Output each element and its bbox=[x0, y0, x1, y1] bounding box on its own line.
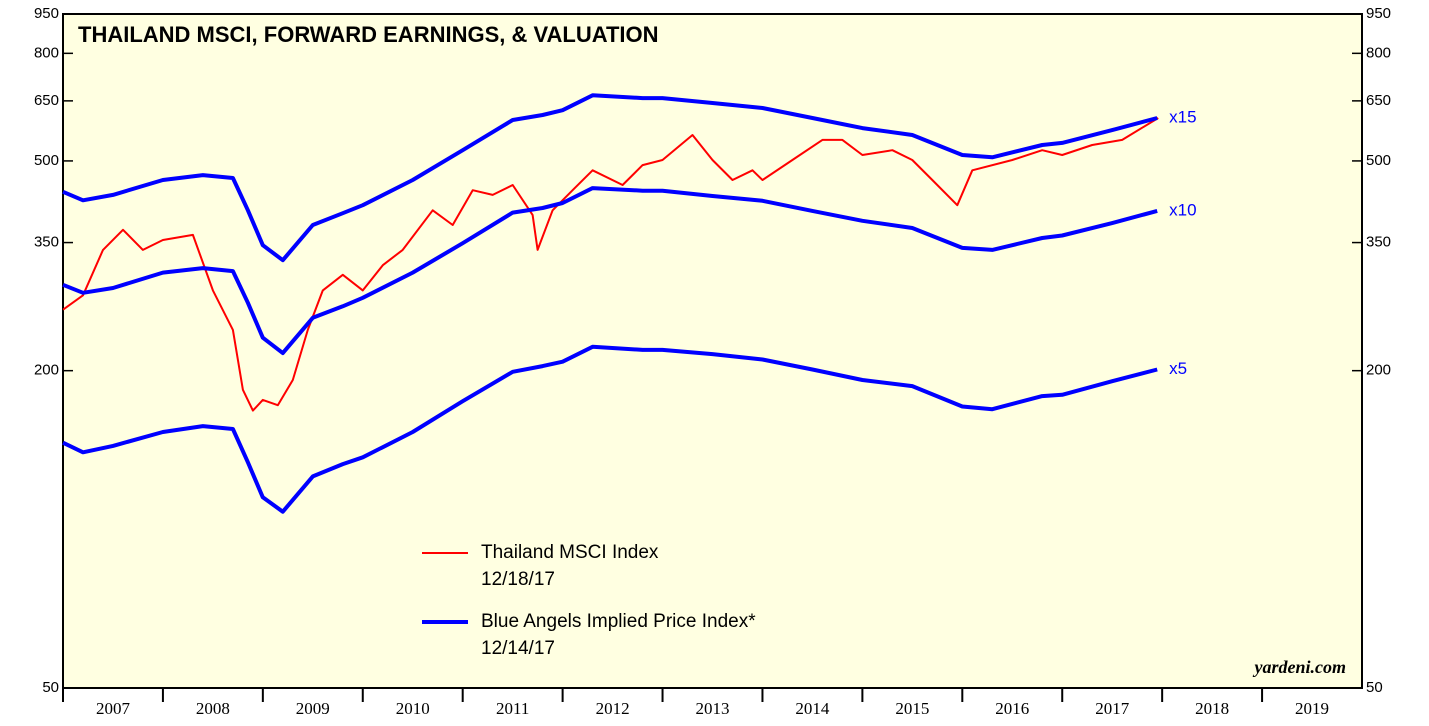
line-label: x15 bbox=[1169, 108, 1196, 127]
x-tick-label: 2008 bbox=[196, 699, 230, 718]
x-tick-label: 2018 bbox=[1195, 699, 1229, 718]
y-tick-label: 50 bbox=[1366, 679, 1383, 696]
y-tick-label: 950 bbox=[1366, 5, 1391, 22]
x-tick-label: 2017 bbox=[1095, 699, 1130, 718]
source: yardeni.com bbox=[1253, 657, 1347, 677]
y-tick-label: 950 bbox=[34, 5, 59, 22]
y-tick-label: 350 bbox=[1366, 234, 1391, 251]
x-tick-label: 2016 bbox=[995, 699, 1029, 718]
chart-title: THAILAND MSCI, FORWARD EARNINGS, & VALUA… bbox=[78, 22, 659, 47]
y-tick-label: 800 bbox=[1366, 44, 1391, 61]
x-tick-label: 2011 bbox=[496, 699, 529, 718]
x-tick-label: 2014 bbox=[795, 699, 830, 718]
y-tick-label: 200 bbox=[34, 362, 59, 379]
x-tick-label: 2015 bbox=[895, 699, 929, 718]
series-line bbox=[62, 93, 1158, 263]
x-tick-label: 2010 bbox=[396, 699, 430, 718]
y-tick-label: 650 bbox=[34, 92, 59, 109]
x-tick-label: 2012 bbox=[596, 699, 630, 718]
x-tick-label: 2013 bbox=[696, 699, 730, 718]
x-tick-label: 2007 bbox=[96, 699, 131, 718]
y-tick-label: 50 bbox=[42, 679, 59, 696]
y-tick-label: 650 bbox=[1366, 92, 1391, 109]
line-label: x5 bbox=[1169, 359, 1187, 378]
legend-date: 12/14/17 bbox=[481, 638, 555, 659]
series-line bbox=[62, 117, 1159, 412]
y-tick-label: 200 bbox=[1366, 362, 1391, 379]
legend-label: Blue Angels Implied Price Index* bbox=[481, 611, 756, 632]
x-tick-label: 2019 bbox=[1295, 699, 1329, 718]
line-label: x10 bbox=[1169, 200, 1196, 219]
y-tick-label: 350 bbox=[34, 234, 59, 251]
y-tick-label: 800 bbox=[34, 44, 59, 61]
plot-area bbox=[62, 13, 1363, 689]
y-tick-label: 500 bbox=[34, 152, 59, 169]
x-tick-label: 2009 bbox=[296, 699, 330, 718]
legend-date: 12/18/17 bbox=[481, 569, 555, 590]
y-tick-label: 500 bbox=[1366, 152, 1391, 169]
legend-label: Thailand MSCI Index bbox=[481, 542, 659, 563]
series-line bbox=[62, 344, 1158, 514]
series-line bbox=[62, 186, 1158, 356]
